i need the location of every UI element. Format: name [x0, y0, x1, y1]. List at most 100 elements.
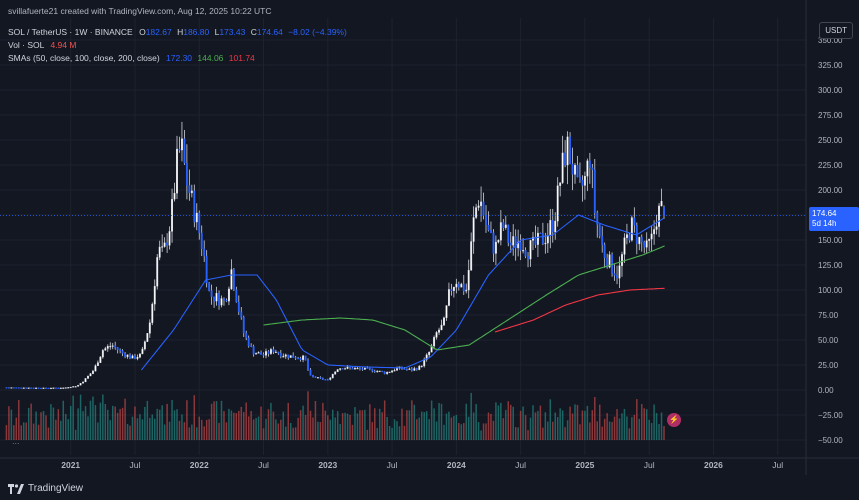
bear-candle: [643, 241, 646, 248]
volume-bar: [534, 412, 537, 440]
bull-candle: [62, 387, 65, 389]
bear-candle: [351, 367, 354, 370]
bear-candle: [185, 162, 188, 186]
volume-bar: [275, 419, 277, 440]
bear-candle: [40, 387, 42, 390]
volume-bar: [168, 421, 171, 440]
bull-candle: [512, 236, 515, 246]
sma200-value: 101.74: [228, 53, 255, 63]
x-tick-label: 2024: [447, 460, 466, 470]
volume-bar: [178, 420, 181, 440]
volume-bar: [341, 413, 344, 440]
volume-bar: [8, 406, 10, 440]
bear-candle: [17, 387, 20, 389]
volume-bar: [292, 427, 294, 440]
volume-bar: [45, 415, 47, 440]
volume-bar: [413, 404, 416, 440]
volume-bar: [416, 419, 418, 440]
x-tick-label: Jul: [515, 460, 526, 470]
bull-candle: [156, 257, 159, 287]
volume-bar: [134, 406, 136, 440]
volume-bar: [22, 422, 25, 440]
volume-bar: [74, 429, 77, 440]
bull-candle: [447, 289, 450, 306]
bull-candle: [452, 286, 455, 291]
volume-bar: [453, 416, 455, 440]
bear-candle: [509, 242, 512, 246]
bull-candle: [22, 387, 25, 389]
bear-candle: [299, 358, 302, 360]
volume-bar: [514, 427, 517, 440]
bull-candle: [89, 373, 92, 377]
volume-bar: [97, 422, 99, 440]
volume-bar: [144, 406, 146, 440]
volume-bar: [529, 417, 532, 440]
volume-bar: [425, 411, 428, 440]
bear-candle: [603, 244, 606, 259]
bear-candle: [304, 355, 307, 361]
volume-bar: [522, 406, 524, 440]
volume-bar: [129, 425, 131, 440]
close-value: 174.64: [256, 27, 283, 37]
bear-candle: [490, 229, 492, 233]
volume-info-row: Vol · SOL 4.94 M: [8, 40, 76, 50]
volume-bar: [220, 400, 223, 440]
volume-bar: [623, 408, 626, 440]
last-price-value: 174.64: [812, 209, 837, 218]
bull-candle: [329, 377, 332, 380]
volume-bar: [309, 410, 312, 440]
tradingview-brand: TradingView: [28, 483, 84, 494]
volume-bar: [356, 413, 359, 440]
bear-candle: [519, 241, 522, 251]
volume-bar: [84, 406, 87, 440]
volume-bar: [10, 409, 13, 440]
more-indicators-button[interactable]: ...: [12, 436, 20, 446]
sma50-line: [140, 214, 664, 371]
bull-candle: [460, 283, 463, 288]
volume-label[interactable]: Vol · SOL: [8, 40, 45, 50]
x-tick-label: 2025: [575, 460, 594, 470]
bear-candle: [252, 346, 255, 355]
symbol-name[interactable]: SOL / TetherUS · 1W · BINANCE: [8, 27, 133, 37]
bull-candle: [418, 366, 421, 370]
bear-candle: [272, 349, 275, 353]
volume-bar: [230, 410, 233, 440]
volume-bar: [55, 419, 57, 440]
volume-bar: [30, 403, 32, 440]
volume-bar: [660, 412, 663, 440]
volume-bar: [329, 419, 332, 440]
volume-bar: [566, 420, 569, 440]
x-tick-label: Jul: [387, 460, 398, 470]
bear-candle: [551, 220, 554, 233]
volume-bar: [114, 406, 116, 440]
bear-candle: [569, 136, 572, 165]
volume-bar: [411, 400, 413, 440]
volume-bar: [131, 416, 134, 440]
volume-bar: [559, 408, 561, 440]
volume-bar: [270, 402, 272, 440]
volume-bar: [215, 401, 218, 440]
bear-candle: [564, 152, 567, 166]
volume-bar: [124, 398, 126, 440]
bull-candle: [438, 329, 440, 333]
bull-candle: [480, 201, 483, 207]
sma-label[interactable]: SMAs (50, close, 100, close, 200, close): [8, 53, 160, 63]
bear-candle: [30, 387, 33, 389]
volume-bar: [433, 408, 435, 440]
bull-candle: [559, 182, 562, 186]
bull-candle: [92, 370, 94, 374]
bull-candle: [425, 354, 428, 360]
volume-bar: [579, 424, 581, 440]
currency-button[interactable]: USDT: [819, 22, 853, 39]
volume-bar: [631, 417, 633, 440]
bolt-icon[interactable]: ⚡: [667, 413, 681, 427]
bull-candle: [96, 362, 99, 366]
volume-bar: [314, 401, 317, 440]
x-tick-label: 2026: [704, 460, 723, 470]
volume-bar: [109, 420, 111, 440]
bear-candle: [200, 232, 203, 250]
bear-candle: [260, 352, 262, 355]
volume-bar: [102, 394, 104, 440]
y-tick-label: 275.00: [818, 111, 843, 120]
